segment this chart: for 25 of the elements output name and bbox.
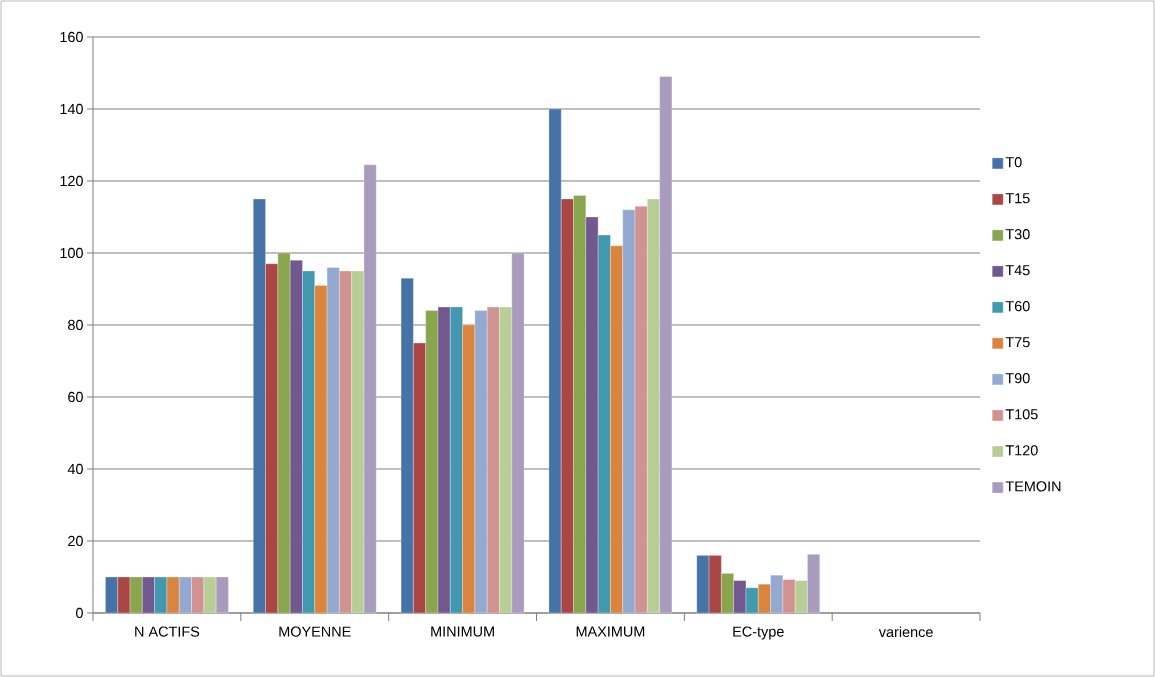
legend-label: T30 [1005,229,1030,240]
y-tick-label: 80 [68,319,83,331]
x-tick-label: EC-type [733,626,784,640]
legend-label: T15 [1005,193,1030,204]
legend-label: T105 [1005,409,1038,420]
legend-label: T60 [1005,301,1030,312]
legend-label: T120 [1005,445,1038,456]
y-tick-label: 60 [68,391,83,403]
y-tick-label: 20 [68,535,83,547]
legend-label: T90 [1005,373,1030,384]
legend-label: TEMOIN [1005,481,1061,492]
x-tick-label: N ACTIFS [135,626,200,637]
x-tick-label: MAXIMUM [576,626,645,637]
y-tick-label: 0 [76,607,83,619]
legend-label: T0 [1005,157,1022,168]
x-tick-label: MINIMUM [431,626,494,637]
legend-label: T45 [1005,265,1030,276]
legend-label: T75 [1005,337,1030,348]
y-tick-label: 160 [60,31,83,43]
y-tick-label: 40 [67,463,83,475]
y-tick-label: 120 [60,175,83,187]
y-tick-label: 100 [60,247,83,259]
x-tick-label: varience [878,626,933,638]
y-tick-label: 140 [60,103,83,115]
x-tick-label: MOYENNE [279,626,351,637]
